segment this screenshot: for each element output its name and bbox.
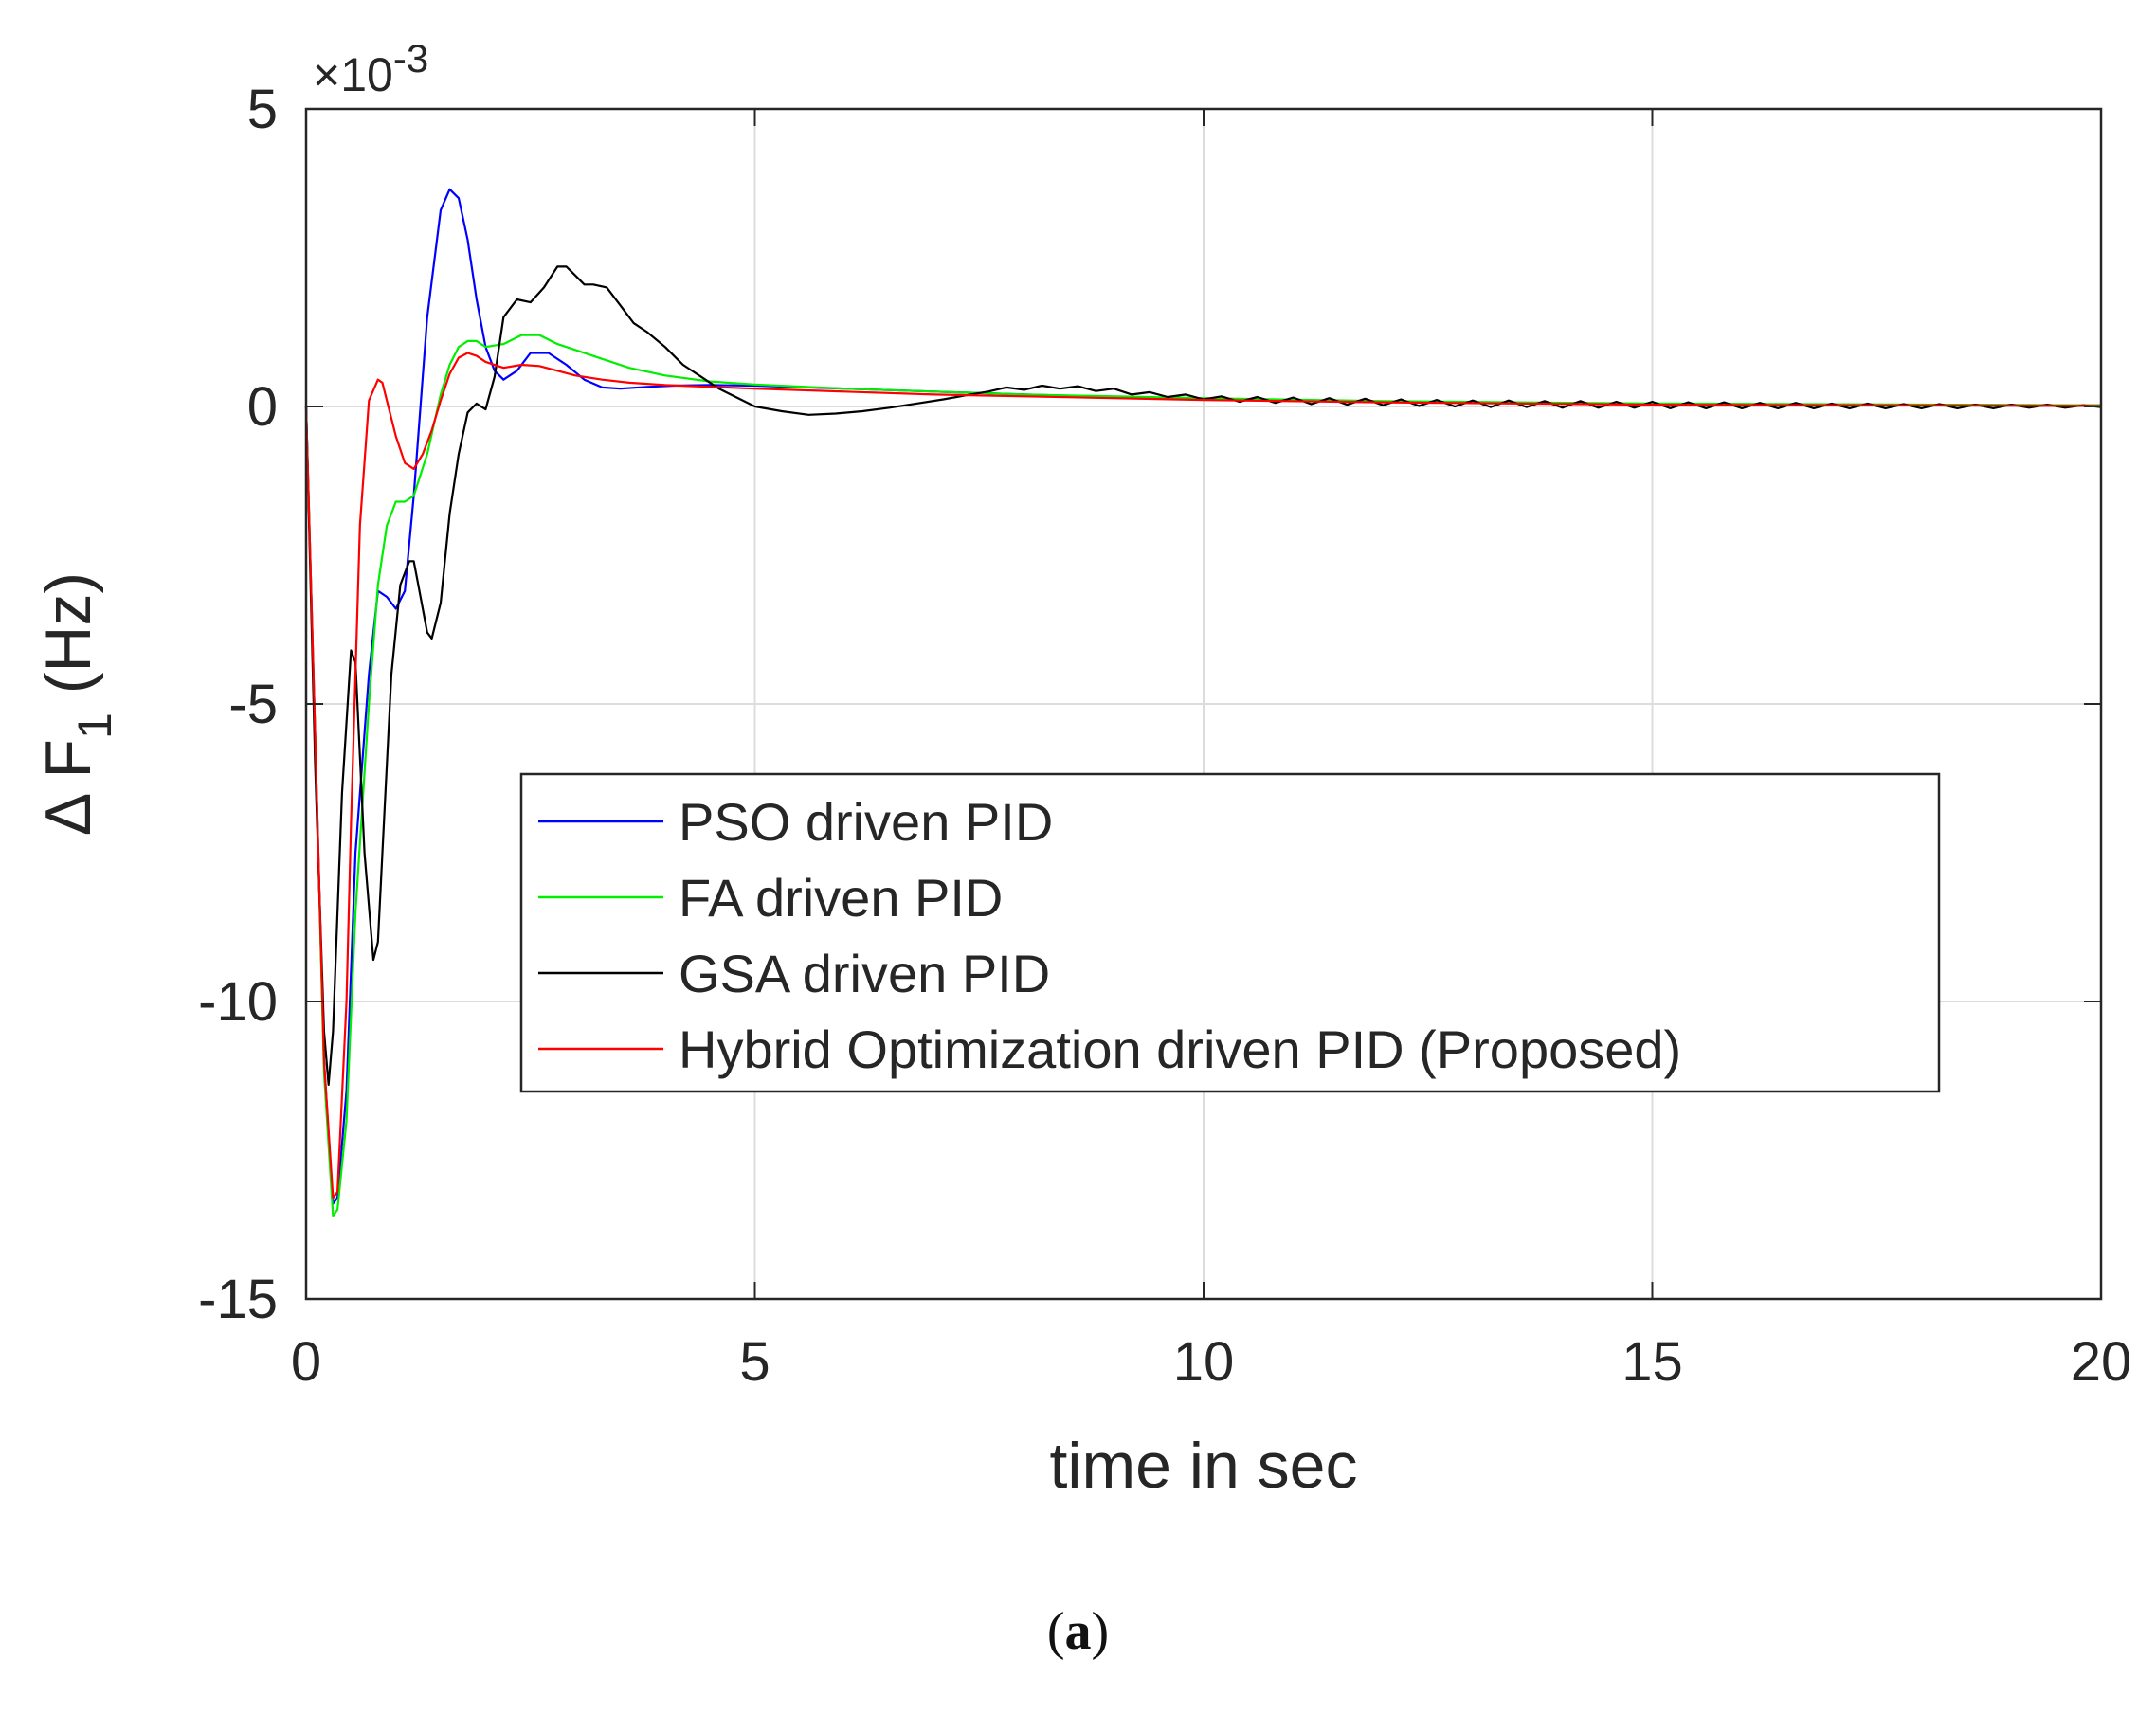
x-axis-label: time in sec xyxy=(1050,1430,1358,1502)
caption-open-paren: ( xyxy=(1046,1602,1065,1661)
legend-label: FA driven PID xyxy=(679,868,1003,928)
y-tick-label: -15 xyxy=(198,1269,278,1330)
y-axis-label: Δ F1(Hz) xyxy=(32,572,121,836)
figure-caption: (a) xyxy=(0,1601,2156,1662)
axis-ticks xyxy=(305,108,2102,1300)
axis-tick-labels: 0 5 10 15 20 5 0 -5 -10 -15 xyxy=(198,79,2131,1393)
caption-letter: a xyxy=(1064,1602,1092,1661)
caption-close-paren: ) xyxy=(1091,1602,1110,1661)
x-tick-label: 0 xyxy=(291,1331,321,1393)
y-tick-label: -10 xyxy=(198,971,278,1033)
chart: 0 5 10 15 20 5 0 -5 -10 -15 ×10-3 time in sec Δ F… xyxy=(32,36,2131,1502)
x-tick-label: 20 xyxy=(2071,1331,2132,1393)
series-line-4 xyxy=(304,352,2102,1199)
series-group xyxy=(304,188,2102,1217)
series-line-2 xyxy=(304,334,2102,1217)
legend-label: PSO driven PID xyxy=(679,792,1053,852)
legend-box xyxy=(519,772,1941,1093)
y-tick-label: 0 xyxy=(247,376,278,438)
y-exponent-label: ×10-3 xyxy=(313,36,428,101)
legend: PSO driven PID FA driven PID GSA driven PI… xyxy=(519,772,1941,1093)
y-tick-label: 5 xyxy=(247,79,278,140)
legend-entries: PSO driven PID FA driven PID GSA driven PI… xyxy=(538,792,1681,1079)
legend-label: Hybrid Optimization driven PID (Proposed… xyxy=(679,1019,1681,1079)
y-tick-label: -5 xyxy=(228,674,278,735)
series-line-3 xyxy=(304,265,2102,1086)
x-tick-label: 5 xyxy=(739,1331,770,1393)
x-tick-label: 15 xyxy=(1622,1331,1683,1393)
x-tick-label: 10 xyxy=(1173,1331,1235,1393)
legend-label: GSA driven PID xyxy=(679,944,1050,1003)
